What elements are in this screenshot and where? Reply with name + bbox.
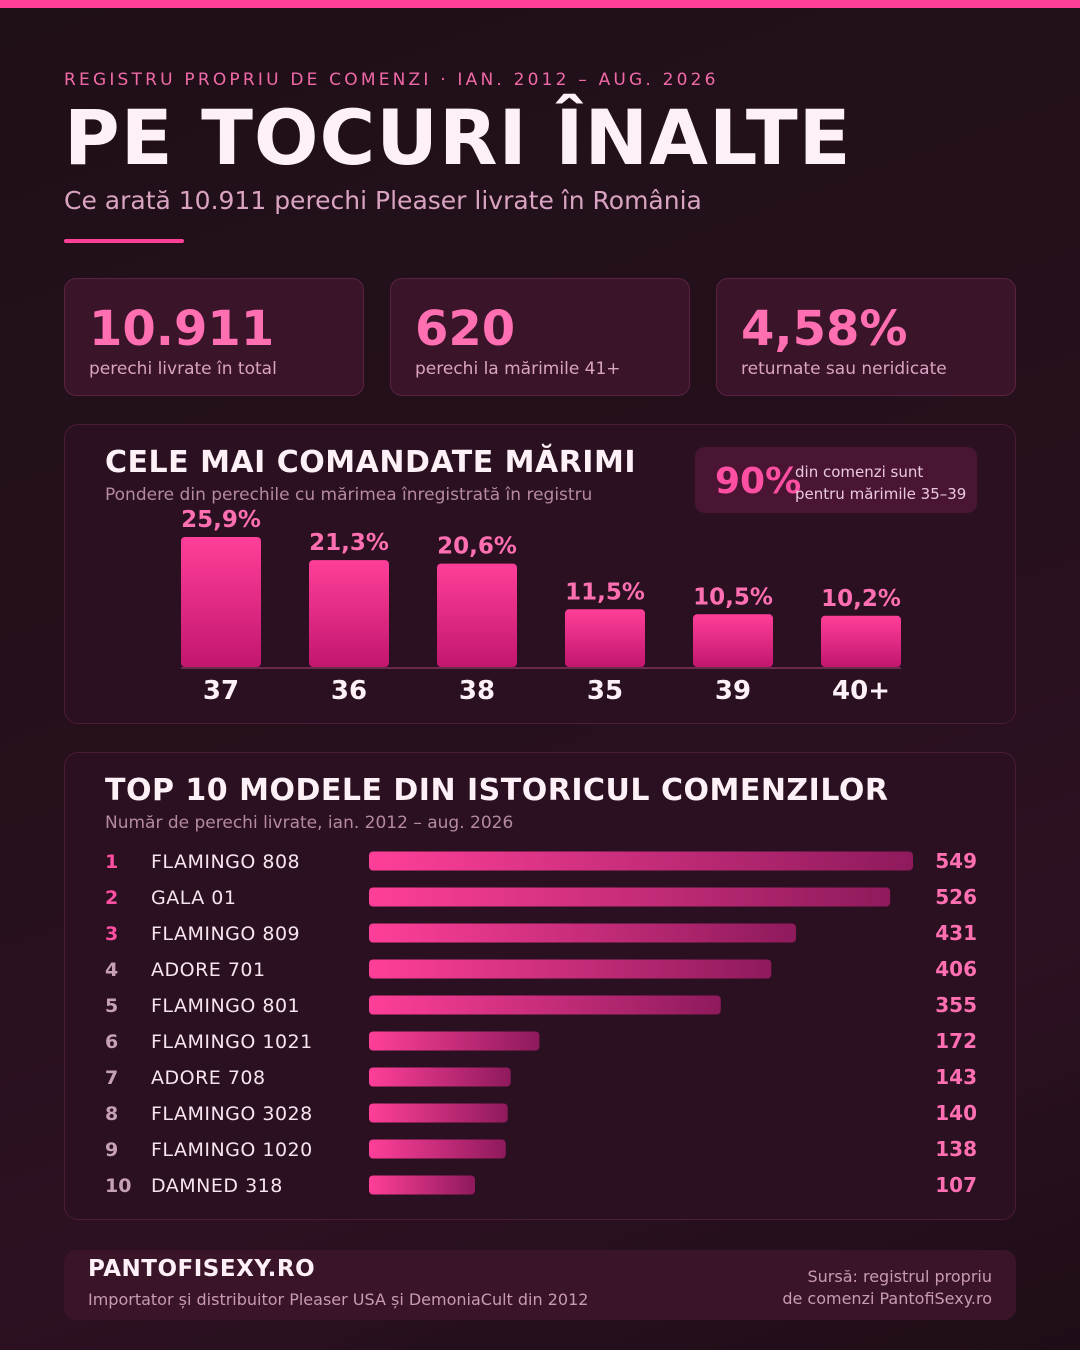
model-value-label: 406: [935, 957, 977, 981]
model-value-label: 107: [935, 1173, 977, 1197]
model-value-label: 172: [935, 1029, 977, 1053]
model-name: DAMNED 318: [151, 1175, 283, 1197]
model-name: ADORE 701: [151, 959, 266, 981]
model-value-label: 549: [935, 849, 977, 873]
page-title: PE TOCURI ÎNALTE: [64, 93, 852, 182]
sizes-panel: CELE MAI COMANDATE MĂRIMI Pondere din pe…: [64, 424, 1016, 724]
top-accent-bar: [0, 0, 1080, 8]
size-category-label: 39: [715, 676, 751, 706]
model-name: ADORE 708: [151, 1067, 266, 1089]
size-category-label: 35: [587, 676, 623, 706]
model-bar: [369, 1175, 476, 1195]
model-bar: [369, 1067, 511, 1087]
model-value-label: 431: [935, 921, 977, 945]
size-bar-35: [565, 609, 645, 667]
model-bar: [369, 1031, 540, 1051]
model-rank: 4: [105, 959, 118, 981]
callout-value: 90%: [715, 461, 802, 502]
size-value-label: 21,3%: [309, 530, 389, 556]
model-rank: 7: [105, 1067, 118, 1089]
callout-line-2: pentru mărimile 35–39: [795, 485, 967, 503]
size-category-label: 38: [459, 676, 495, 706]
model-value-label: 355: [935, 993, 977, 1017]
size-bar-37: [181, 537, 261, 667]
callout-badge: 90% din comenzi sunt pentru mărimile 35–…: [695, 447, 977, 513]
footer-brand: PANTOFISEXY.RO: [88, 1256, 316, 1282]
size-bar-38: [437, 563, 517, 667]
model-bar: [369, 887, 891, 907]
size-value-label: 20,6%: [437, 534, 517, 560]
model-name: FLAMINGO 1020: [151, 1139, 313, 1161]
footer: PANTOFISEXY.RO Importator și distribuito…: [64, 1250, 1016, 1320]
model-value-label: 526: [935, 885, 977, 909]
size-value-label: 25,9%: [181, 507, 261, 533]
model-rank: 8: [105, 1103, 118, 1125]
model-value-label: 138: [935, 1137, 977, 1161]
model-value-label: 143: [935, 1065, 977, 1089]
footer-source-line-1: Sursă: registrul propriu: [807, 1267, 992, 1286]
model-name: FLAMINGO 809: [151, 923, 300, 945]
kpi-card-total: 10.911 perechi livrate în total: [64, 278, 364, 396]
models-panel: TOP 10 MODELE DIN ISTORICUL COMENZILOR N…: [64, 752, 1016, 1220]
models-panel-title: TOP 10 MODELE DIN ISTORICUL COMENZILOR: [105, 773, 889, 808]
model-bar: [369, 1139, 506, 1159]
size-bar-40+: [821, 615, 901, 667]
model-rank: 3: [105, 923, 118, 945]
footer-description: Importator și distribuitor Pleaser USA ș…: [88, 1290, 589, 1309]
kpi-label: perechi livrate în total: [89, 359, 277, 379]
kpi-label: perechi la mărimile 41+: [415, 359, 621, 379]
sizes-panel-subtitle: Pondere din perechile cu mărimea înregis…: [105, 485, 593, 505]
callout-line-1: din comenzi sunt: [795, 463, 924, 481]
kpi-label: returnate sau neridicate: [741, 359, 947, 379]
size-category-label: 36: [331, 676, 367, 706]
title-underline: [64, 239, 184, 243]
sizes-panel-title: CELE MAI COMANDATE MĂRIMI: [105, 445, 636, 480]
model-rank: 6: [105, 1031, 118, 1053]
model-name: FLAMINGO 808: [151, 851, 300, 873]
size-value-label: 11,5%: [565, 579, 645, 605]
eyebrow-text: REGISTRU PROPRIU DE COMENZI · IAN. 2012 …: [64, 70, 719, 90]
size-bar-36: [309, 560, 389, 667]
page-subtitle: Ce arată 10.911 perechi Pleaser livrate …: [64, 186, 702, 215]
model-bar: [369, 851, 913, 871]
model-rank: 10: [105, 1175, 131, 1197]
footer-source-line-2: de comenzi PantofiSexy.ro: [782, 1289, 992, 1308]
callout-text: din comenzi sunt pentru mărimile 35–39: [795, 461, 975, 505]
model-rank: 2: [105, 887, 118, 909]
model-bar: [369, 1103, 508, 1123]
model-value-label: 140: [935, 1101, 977, 1125]
model-bar: [369, 995, 721, 1015]
size-category-label: 40+: [832, 676, 890, 706]
model-bar: [369, 923, 797, 943]
kpi-value: 620: [415, 301, 516, 357]
sizes-bar-chart: 25,9% 37 21,3% 36 20,6% 38 11,5% 35 10,5% 39 10,2%…: [181, 507, 901, 706]
footer-source: Sursă: registrul propriu de comenzi Pant…: [782, 1266, 992, 1310]
size-category-label: 37: [203, 676, 239, 706]
model-name: FLAMINGO 3028: [151, 1103, 313, 1125]
size-bar-39: [693, 614, 773, 667]
model-name: FLAMINGO 1021: [151, 1031, 313, 1053]
model-bar: [369, 959, 772, 979]
kpi-card-large-sizes: 620 perechi la mărimile 41+: [390, 278, 690, 396]
model-rank: 5: [105, 995, 118, 1017]
model-rank: 9: [105, 1139, 118, 1161]
model-name: GALA 01: [151, 887, 236, 909]
models-panel-subtitle: Număr de perechi livrate, ian. 2012 – au…: [105, 813, 514, 833]
model-rank: 1: [105, 851, 118, 873]
kpi-card-returns: 4,58% returnate sau neridicate: [716, 278, 1016, 396]
size-value-label: 10,2%: [821, 586, 901, 612]
size-value-label: 10,5%: [693, 584, 773, 610]
kpi-value: 10.911: [89, 301, 275, 357]
model-name: FLAMINGO 801: [151, 995, 300, 1017]
kpi-value: 4,58%: [741, 301, 908, 357]
